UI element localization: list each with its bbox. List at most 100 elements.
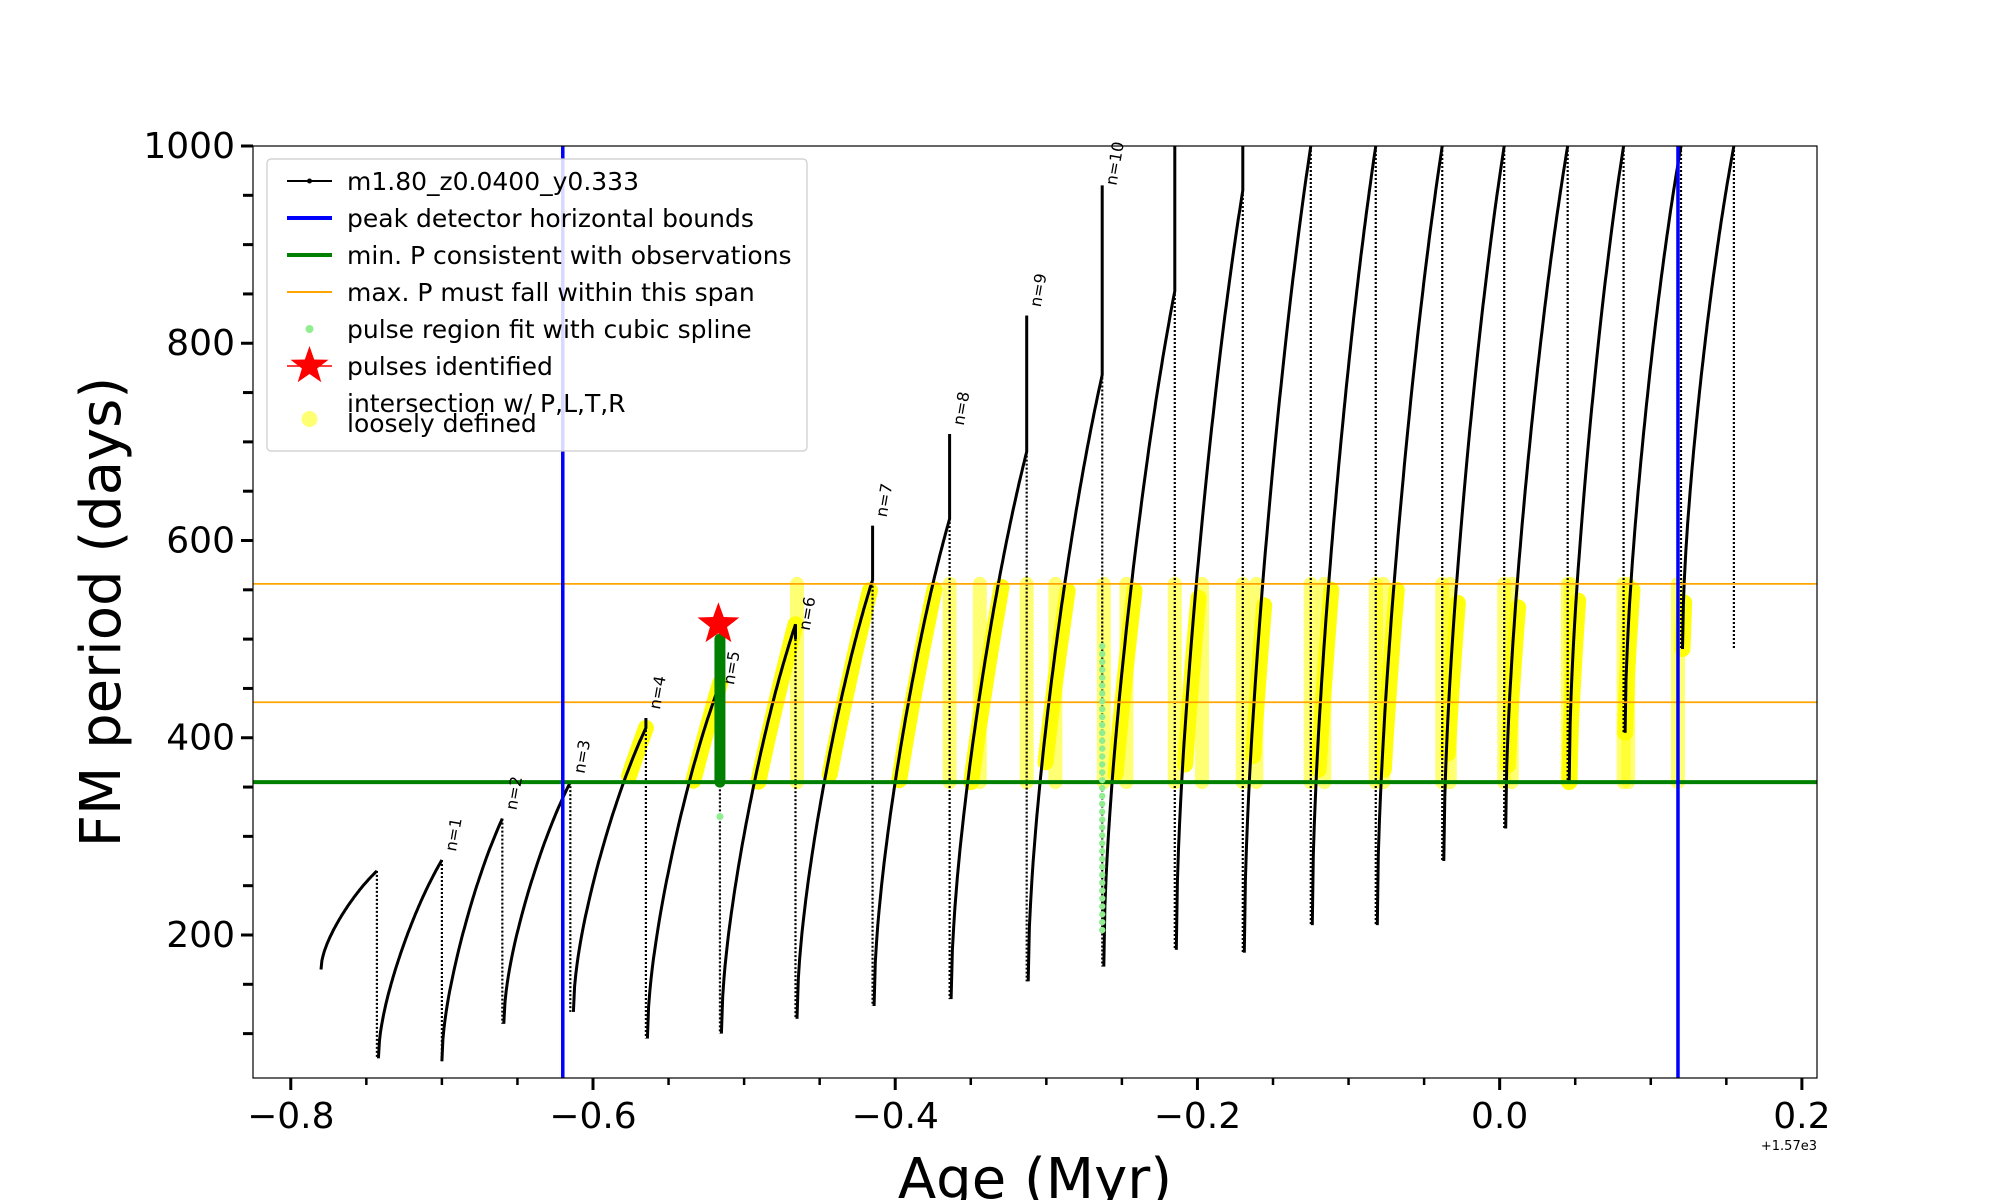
track-loop xyxy=(571,718,648,1012)
spline-point xyxy=(1099,721,1106,729)
spline-point xyxy=(1099,918,1106,926)
spline-point xyxy=(1099,713,1106,721)
spline-point xyxy=(1099,658,1106,666)
marker-layer xyxy=(697,602,1106,934)
track-loop xyxy=(1567,146,1626,783)
y-axis-title: FM period (days) xyxy=(69,377,134,847)
axes: −0.8 −0.6 −0.4 −0.2 0.0 0.2 200 400 600 800 1000 xyxy=(143,126,1830,1137)
legend-label: min. P consistent with observations xyxy=(347,241,792,270)
legend-handle xyxy=(290,346,329,383)
y-tick-label: 400 xyxy=(166,718,235,759)
spline-point xyxy=(1099,824,1106,831)
x-axis-title: Age (Myr) xyxy=(898,1147,1172,1200)
track-loop xyxy=(1375,146,1444,926)
track-loop xyxy=(719,623,797,1034)
spline-point xyxy=(1099,816,1106,823)
spline-point xyxy=(1099,784,1106,792)
spline-point xyxy=(1099,666,1106,673)
spline-point xyxy=(1099,690,1106,697)
spline-point xyxy=(1099,705,1106,713)
spline-point xyxy=(1099,776,1106,784)
legend-entry: min. P consistent with observations xyxy=(287,241,792,270)
pulse-number-label: n=3 xyxy=(570,738,595,775)
x-tick-label: −0.6 xyxy=(549,1096,636,1137)
legend-entry: pulse region fit with cubic spline xyxy=(305,315,752,344)
track-loop xyxy=(645,682,722,1039)
track-loop xyxy=(1242,146,1313,953)
track-loop xyxy=(1174,146,1245,950)
pulse-identified-star xyxy=(697,602,740,643)
track-loop xyxy=(1310,146,1378,926)
spline-point xyxy=(1099,737,1106,744)
x-tick-label: −0.4 xyxy=(852,1096,939,1137)
pulse-number-label: n=4 xyxy=(645,674,670,711)
x-tick-label: 0.0 xyxy=(1471,1096,1528,1137)
legend-label: pulse region fit with cubic spline xyxy=(347,315,752,344)
spline-point xyxy=(1099,769,1106,776)
track-loop xyxy=(1026,185,1104,982)
legend-entry: max. P must fall within this span xyxy=(287,278,755,307)
spline-point xyxy=(1099,855,1106,863)
spline-point xyxy=(716,813,724,821)
spline-point xyxy=(1099,650,1106,658)
legend-entry: loosely defined xyxy=(347,409,537,438)
loose-region xyxy=(821,582,878,783)
legend-label: pulses identified xyxy=(347,352,553,381)
pulse-number-label: n=10 xyxy=(1101,140,1127,187)
legend-label: m1.80_z0.0400_y0.333 xyxy=(347,167,639,196)
spline-point xyxy=(1099,863,1106,871)
stellar-track-layer xyxy=(319,146,1736,1062)
y-tick-label: 800 xyxy=(166,323,235,364)
legend-label: intersection w/ P,L,T,R xyxy=(347,389,626,418)
legend-label: peak detector horizontal bounds xyxy=(347,204,754,233)
legend-label: loosely defined xyxy=(347,409,537,438)
spline-point xyxy=(1099,871,1106,879)
pulse-number-label: n=8 xyxy=(949,390,974,427)
y-tick-label: 200 xyxy=(166,915,235,956)
spline-point xyxy=(1099,832,1106,839)
y-tick-label: 1000 xyxy=(143,126,235,167)
legend-entry: intersection w/ P,L,T,R xyxy=(301,389,626,427)
loose-region xyxy=(891,581,943,789)
spline-point xyxy=(1099,887,1106,894)
spline-point xyxy=(1099,808,1106,815)
track-loop xyxy=(1102,146,1177,967)
track-loop xyxy=(949,315,1029,1000)
plot-frame xyxy=(252,145,1818,1079)
legend-handle xyxy=(301,411,318,427)
pulse-number-label: n=1 xyxy=(441,816,466,853)
track-loop xyxy=(872,434,952,1007)
x-tick-label: −0.2 xyxy=(1154,1096,1241,1137)
pulse-number-label: n=9 xyxy=(1026,272,1051,309)
track-loop xyxy=(795,525,875,1019)
legend-handle-dot xyxy=(307,178,312,184)
x-tick-label: 0.2 xyxy=(1773,1096,1830,1137)
reference-lines-layer xyxy=(253,146,1817,1078)
spline-point xyxy=(1099,847,1106,855)
spline-point xyxy=(1099,903,1106,910)
legend-entry: peak detector horizontal bounds xyxy=(287,204,754,233)
pulse-number-labels: n=1n=2n=3n=4n=5n=6n=7n=8n=9n=10 xyxy=(441,140,1128,853)
spline-point xyxy=(1099,698,1106,705)
spline-point xyxy=(1099,729,1106,737)
spline-point xyxy=(1099,800,1106,808)
track-loop xyxy=(319,869,378,970)
track-loop xyxy=(1681,146,1736,650)
x-axis-offset: +1.57e3 xyxy=(1761,1139,1817,1154)
spline-point xyxy=(1099,840,1106,847)
spline-point xyxy=(1099,792,1106,800)
spline-point xyxy=(1099,911,1106,918)
legend-label: max. P must fall within this span xyxy=(347,278,755,307)
x-tick-label: −0.8 xyxy=(247,1096,334,1137)
spline-point xyxy=(1099,674,1106,681)
track-loop xyxy=(502,781,572,1024)
spline-point xyxy=(1099,642,1106,650)
spline-point xyxy=(1099,926,1106,934)
track-loop xyxy=(1504,146,1570,829)
legend-box xyxy=(266,158,808,452)
track-loop xyxy=(440,818,504,1062)
spline-point xyxy=(1099,895,1106,902)
